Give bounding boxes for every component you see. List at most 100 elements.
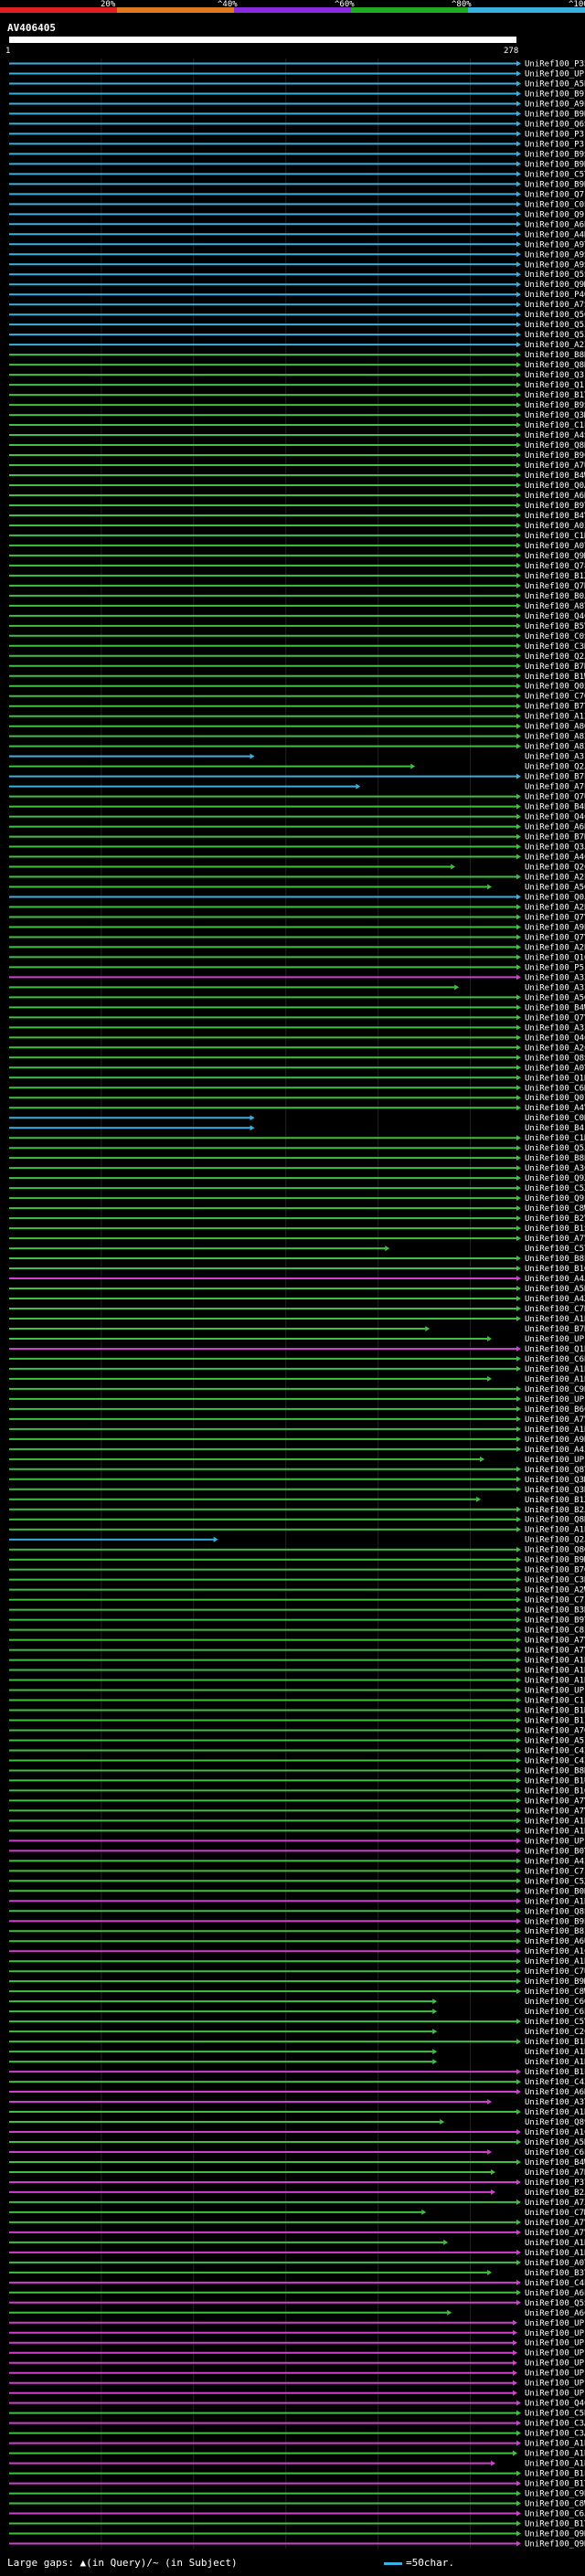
hit-label[interactable]: UniRef100_C5YMW4 (525, 1245, 585, 1254)
hit-label[interactable]: UniRef100_C7QD2 (525, 693, 585, 702)
hit-label[interactable]: UniRef100_B8BK04 (525, 1154, 585, 1163)
hit-label[interactable]: UniRef100_A9TKQ2 (525, 240, 585, 249)
hit-label[interactable]: UniRef100_B1WSL6 (525, 673, 585, 682)
hit-label[interactable]: UniRef100_B1G354 (525, 1265, 585, 1274)
hit-label[interactable]: UniRef100_A4Z0X2 (525, 1446, 585, 1455)
hit-label[interactable]: UniRef100_B0K5E5 (525, 1887, 585, 1896)
hit-label[interactable]: UniRef100_P31541 (525, 140, 585, 149)
hit-label[interactable]: UniRef100_B1UHH7 (525, 1776, 585, 1786)
hit-label[interactable]: UniRef100_Q2058B (525, 864, 585, 873)
hit-label[interactable]: UniRef100_A8YK00 (525, 602, 585, 611)
hit-label[interactable]: UniRef100_B4WZ76 (525, 1003, 585, 1012)
hit-label[interactable]: UniRef100_C0HH28 (525, 1114, 585, 1123)
hit-label[interactable]: UniRef100_A1BMR5 (525, 2460, 585, 2469)
hit-label[interactable]: UniRef100_B5VHT4 (525, 622, 585, 631)
hit-label[interactable]: UniRef100_A2BRR7 (525, 903, 585, 912)
hit-label[interactable]: UniRef100_B4VWA9 (525, 512, 585, 521)
hit-label[interactable]: UniRef100_C3KJ56 (525, 642, 585, 652)
hit-label[interactable]: UniRef100_B3DPL2 (525, 1606, 585, 1616)
hit-label[interactable]: UniRef100_A1BMR3 (525, 1526, 585, 1535)
hit-label[interactable]: UniRef100_B1T1Y9 (525, 391, 585, 400)
hit-label[interactable]: UniRef100_C4ETL4 (525, 2279, 585, 2288)
hit-label[interactable]: UniRef100_Q1QDF4 (525, 953, 585, 962)
hit-label[interactable]: UniRef100_A1BMR9 (525, 1375, 585, 1384)
hit-label[interactable]: UniRef100_A4XDB5 (525, 1295, 585, 1304)
hit-label[interactable]: UniRef100_C1EF88 (525, 421, 585, 430)
hit-label[interactable]: UniRef100_B9MKR6 (525, 1556, 585, 1565)
hit-label[interactable]: UniRef100_B9IFK1 (525, 90, 585, 99)
hit-label[interactable]: UniRef100_Q2JHM3 (525, 763, 585, 772)
hit-label[interactable]: UniRef100_B9ST15 (525, 401, 585, 410)
hit-label[interactable]: UniRef100_B1IG14 (525, 1716, 585, 1725)
hit-label[interactable]: UniRef100_Q1BZJ7 (525, 1345, 585, 1354)
hit-label[interactable]: UniRef100_B2J4D1 (525, 1506, 585, 1515)
hit-label[interactable]: UniRef100_A4JQ06 (525, 1275, 585, 1284)
hit-label[interactable]: UniRef100_P31542 (525, 130, 585, 139)
hit-label[interactable]: UniRef100_Q113C3 (525, 381, 585, 390)
hit-label[interactable]: UniRef100_Q89XL5 (525, 2118, 585, 2127)
hit-label[interactable]: UniRef100_A1BMR7 (525, 1677, 585, 1686)
hit-label[interactable]: UniRef100_Q2JZM4 (525, 1536, 585, 1545)
hit-label[interactable]: UniRef100_C8WUK2 (525, 2500, 585, 2509)
hit-label[interactable]: UniRef100_A5GS32 (525, 993, 585, 1002)
hit-label[interactable]: UniRef100_C1D767 (525, 1134, 585, 1143)
hit-label[interactable]: UniRef100_B0JJ69 (525, 592, 585, 601)
hit-label[interactable]: UniRef100_Q7VB15 (525, 933, 585, 942)
hit-label[interactable]: UniRef100_A4CYJ1 (525, 853, 585, 863)
hit-label[interactable]: UniRef100_Q4C8M5 (525, 813, 585, 822)
hit-label[interactable]: UniRef100_B9HVQ3 (525, 160, 585, 169)
hit-label[interactable]: UniRef100_C4Z9N5 (525, 1746, 585, 1755)
hit-label[interactable]: UniRef100_A7UT53 (525, 461, 585, 471)
hit-label[interactable]: UniRef100_B8HLE4 (525, 351, 585, 360)
hit-label[interactable]: UniRef100_A3CHD5 (525, 1164, 585, 1173)
hit-label[interactable]: UniRef100_B7TZ03 (525, 703, 585, 712)
hit-label[interactable]: UniRef100_C7ML53 (525, 2209, 585, 2218)
hit-label[interactable]: UniRef100_C5BDK2 (525, 2410, 585, 2419)
hit-label[interactable]: UniRef100_A6UVR3 (525, 1937, 585, 1946)
hit-label[interactable]: UniRef100_C8WJR9 (525, 1204, 585, 1214)
hit-label[interactable]: UniRef100_Q4C3D0 (525, 612, 585, 621)
hit-label[interactable]: UniRef100_C6BVD6 (525, 1355, 585, 1364)
hit-label[interactable]: UniRef100_A6B826 (525, 823, 585, 832)
hit-label[interactable]: UniRef100_Q5SU37 (525, 270, 585, 280)
hit-label[interactable]: UniRef100_A7VE24 (525, 1797, 585, 1806)
hit-label[interactable]: UniRef100_Q2JWJ4 (525, 652, 585, 662)
hit-label[interactable]: UniRef100_A1BMT1 (525, 2440, 585, 2449)
hit-label[interactable]: UniRef100_B7K4L1 (525, 663, 585, 672)
hit-label[interactable]: UniRef100_Q3MDS2 (525, 411, 585, 420)
hit-label[interactable]: UniRef100_Q8S698 (525, 1054, 585, 1063)
hit-label[interactable]: UniRef100_B7R770 (525, 1325, 585, 1334)
hit-label[interactable]: UniRef100_B1BD82 (525, 2038, 585, 2047)
hit-label[interactable]: UniRef100_C9RSP8 (525, 1385, 585, 1394)
hit-label[interactable]: UniRef100_A0ZL21 (525, 522, 585, 531)
hit-label[interactable]: UniRef100_P35100 (525, 59, 585, 69)
hit-label[interactable]: UniRef100_B1YG52 (525, 2480, 585, 2489)
hit-label[interactable]: UniRef100_UP1000... (525, 69, 585, 79)
hit-label[interactable]: UniRef100_A8ZD75 (525, 743, 585, 752)
hit-label[interactable]: UniRef100_A9RSR9 (525, 1436, 585, 1445)
hit-label[interactable]: UniRef100_B9HTF3 (525, 180, 585, 189)
hit-label[interactable]: UniRef100_B3TRE7 (525, 2269, 585, 2278)
hit-label[interactable]: UniRef100_A3ZB5D (525, 1023, 585, 1033)
hit-label[interactable]: UniRef100_C4ZF89 (525, 1756, 585, 1765)
hit-label[interactable]: UniRef100_C7UFZ5 (525, 1967, 585, 1977)
hit-label[interactable]: UniRef100_B9CEJ8 (525, 451, 585, 461)
hit-label[interactable]: UniRef100_A7Z0K8 (525, 2199, 585, 2208)
hit-label[interactable]: UniRef100_B4W654 (525, 2158, 585, 2168)
hit-label[interactable]: UniRef100_C3A309 (525, 2430, 585, 2439)
hit-label[interactable]: UniRef100_Q3JJU7 (525, 843, 585, 853)
hit-label[interactable]: UniRef100_UP1000... (525, 2380, 585, 2389)
hit-label[interactable]: UniRef100_A7VE06 (525, 1807, 585, 1816)
hit-label[interactable]: UniRef100_A6C4D3 (525, 2309, 585, 2318)
hit-label[interactable]: UniRef100_C5VBF8 (525, 2018, 585, 2027)
hit-label[interactable]: UniRef100_A3TNW8 (525, 2098, 585, 2107)
hit-label[interactable]: UniRef100_Q46X27 (525, 1034, 585, 1043)
hit-label[interactable]: UniRef100_A4ZM10 (525, 1857, 585, 1866)
hit-label[interactable]: UniRef100_Q56447 (525, 311, 585, 320)
hit-label[interactable]: UniRef100_Q9M662 (525, 552, 585, 561)
hit-label[interactable]: UniRef100_Q8YVL2 (525, 1466, 585, 1475)
hit-label[interactable]: UniRef100_A1BMR6 (525, 2450, 585, 2459)
hit-label[interactable]: UniRef100_A5B692 (525, 80, 585, 89)
hit-label[interactable]: UniRef100_A2C319 (525, 1044, 585, 1053)
hit-label[interactable]: UniRef100_C6Q6J2 (525, 1998, 585, 2007)
